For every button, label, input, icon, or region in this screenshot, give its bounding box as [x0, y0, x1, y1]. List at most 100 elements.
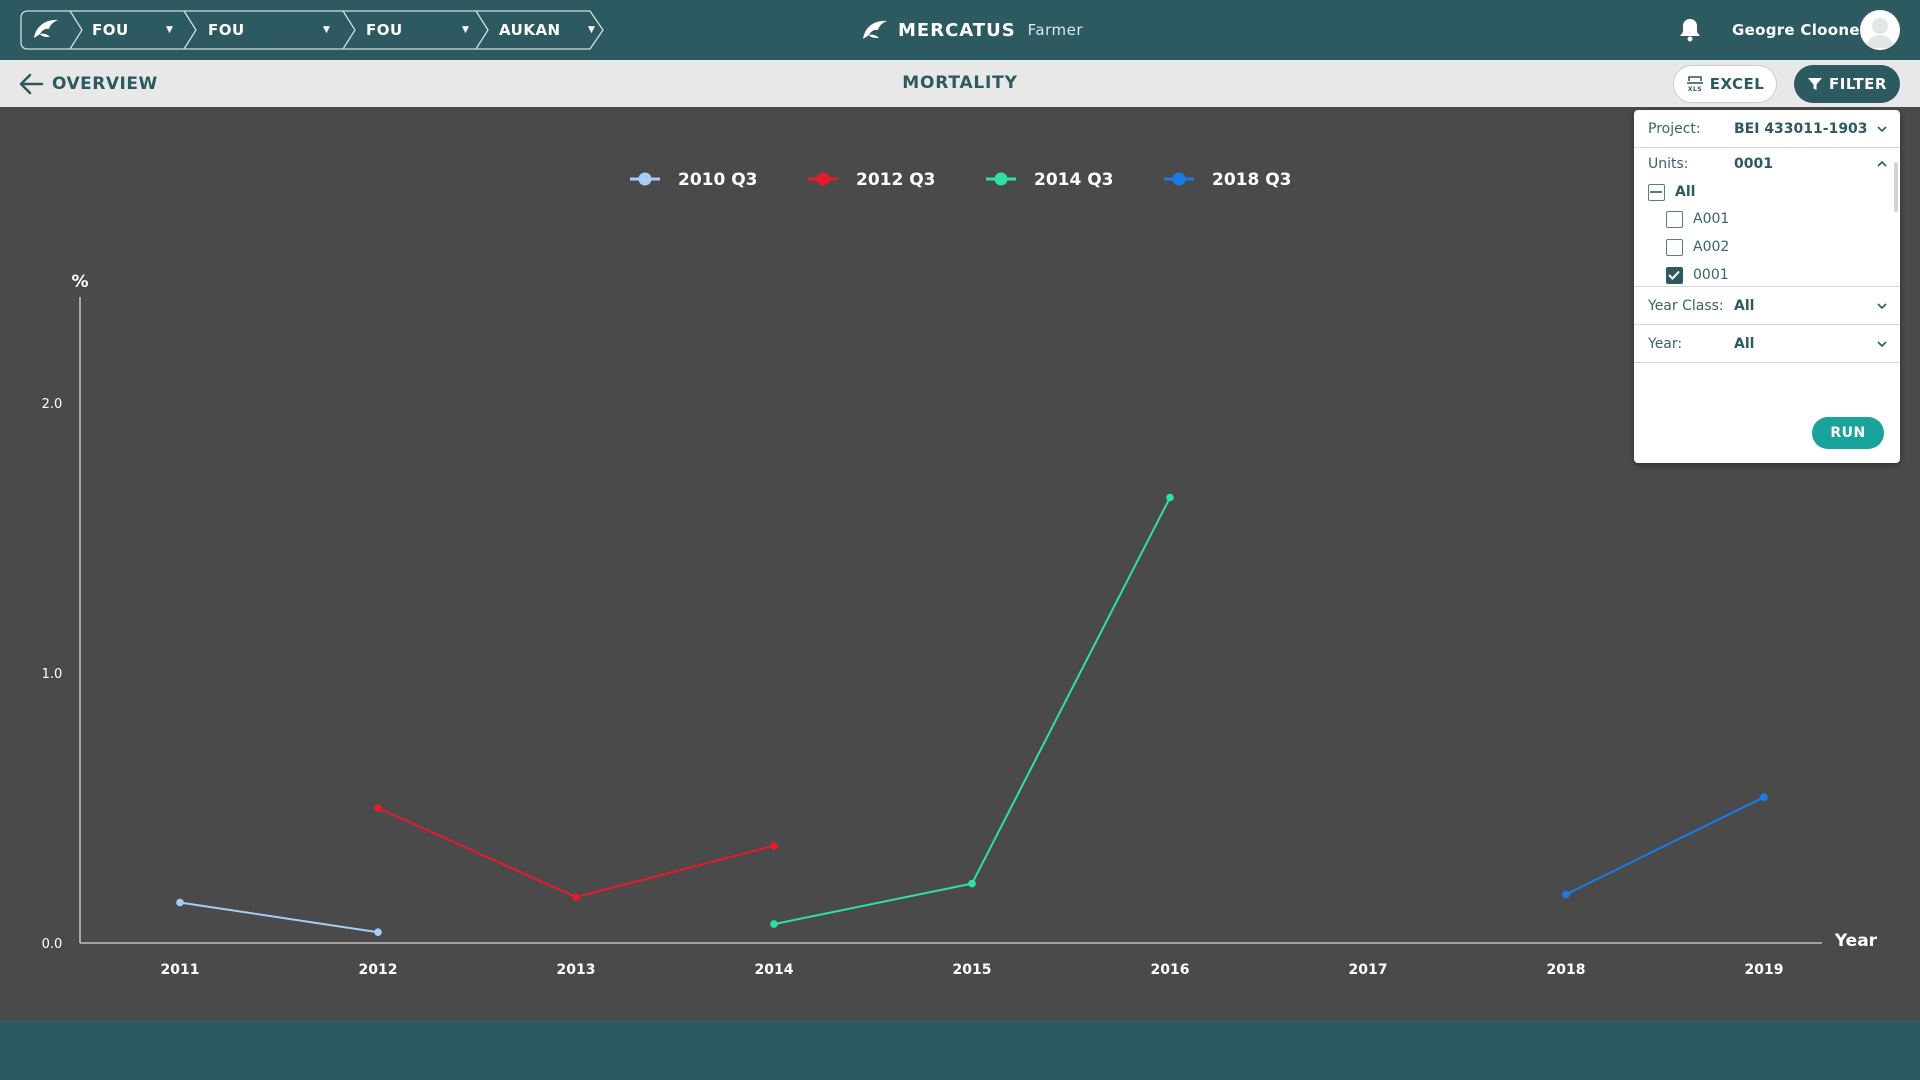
series-line: [773, 497, 1171, 926]
bell-icon[interactable]: [1678, 17, 1702, 43]
data-point: [374, 804, 382, 812]
unit-option-a002[interactable]: A002: [1666, 236, 1729, 258]
x-tick-label: 2018: [1547, 962, 1586, 978]
arrow-left-icon: [19, 73, 44, 94]
data-point: [176, 898, 184, 907]
legend-item: 2012 Q3: [856, 170, 936, 190]
breadcrumb-item-fou[interactable]: FOU: [92, 21, 129, 39]
data-point: [770, 842, 778, 850]
breadcrumb-outline: [20, 10, 604, 50]
top-bar: FOU ▼ FOU MID ▼ FOU MORE ▼ AUKAN ▼ MERCA…: [0, 0, 1920, 79]
chart-canvas: % Year 0.0 1.0 2.0 2011 2012 2013 2014 2015 2016 20…: [42, 170, 1878, 978]
units-list: All A001 A002 0001: [1634, 179, 1900, 287]
filter-button[interactable]: FILTER: [1794, 65, 1900, 103]
filter-panel: Project: BEI 433011-1903 Units: 0001 All…: [1634, 110, 1900, 463]
unit-option-label: 0001: [1693, 267, 1729, 283]
sub-header: OVERVIEW MORTALITY XLS EXCEL FILTER: [0, 60, 1920, 107]
brand-title: MERCATUS: [898, 19, 1016, 41]
panel-scrollbar[interactable]: [1894, 162, 1898, 212]
data-point: [1166, 493, 1174, 502]
y-tick-label: 2.0: [42, 397, 63, 412]
breadcrumb-item-fou-more[interactable]: FOU MORE: [366, 21, 417, 79]
checkbox-icon[interactable]: [1666, 238, 1683, 256]
breadcrumb-item-fou-mid[interactable]: FOU MID: [208, 21, 245, 79]
data-point: [1562, 890, 1570, 899]
x-tick-label: 2011: [161, 962, 200, 978]
units-select[interactable]: Units: 0001: [1634, 149, 1900, 179]
chevron-down-icon: [1877, 341, 1887, 348]
fish-logo-icon: [34, 19, 58, 38]
unit-option-0001[interactable]: 0001: [1666, 264, 1729, 286]
year-class-select[interactable]: Year Class: All: [1634, 287, 1900, 325]
data-point: [1760, 793, 1768, 801]
data-point: [374, 928, 382, 936]
x-tick-label: 2015: [953, 962, 992, 978]
project-select[interactable]: Project: BEI 433011-1903: [1634, 110, 1900, 148]
year-class-value: All: [1734, 298, 1755, 314]
legend-swatch-dot: [1172, 172, 1186, 186]
checkbox-checked-icon[interactable]: [1666, 266, 1683, 284]
y-tick-label: 0.0: [42, 937, 63, 952]
data-point: [968, 879, 976, 888]
year-value: All: [1734, 336, 1755, 352]
legend-item: 2014 Q3: [1034, 170, 1114, 190]
breadcrumb-item-aukan[interactable]: AUKAN: [499, 21, 561, 39]
excel-label: EXCEL: [1709, 75, 1765, 93]
chevron-up-icon: [1877, 160, 1887, 167]
x-tick-label: 2019: [1745, 962, 1784, 978]
series-line: [179, 901, 379, 934]
fish-logo-icon: [863, 20, 887, 39]
data-point: [770, 920, 778, 928]
x-tick-label: 2014: [755, 962, 794, 978]
x-axis-label: Year: [1834, 931, 1878, 951]
unit-option-label: All: [1675, 184, 1696, 200]
footer-bar: [0, 1020, 1920, 1080]
unit-option-label: A001: [1693, 211, 1730, 227]
excel-export-icon: XLS: [1686, 76, 1703, 93]
data-point: [572, 893, 580, 901]
unit-option-all[interactable]: All: [1648, 181, 1695, 203]
chevron-down-icon[interactable]: ▼: [323, 25, 330, 35]
user-name[interactable]: Geogre Clooney: [1732, 21, 1870, 39]
series-line: [377, 807, 775, 899]
y-tick-label: 1.0: [42, 667, 63, 682]
series-line: [1565, 796, 1765, 896]
year-label: Year:: [1648, 336, 1683, 352]
checkbox-indeterminate-icon[interactable]: [1648, 183, 1665, 201]
checkbox-icon[interactable]: [1666, 210, 1683, 228]
run-button[interactable]: RUN: [1812, 417, 1884, 449]
chevron-down-icon[interactable]: ▼: [462, 25, 469, 35]
chevron-down-icon[interactable]: ▼: [588, 25, 595, 35]
back-button[interactable]: OVERVIEW: [18, 60, 158, 107]
x-tick-label: 2012: [359, 962, 398, 978]
x-tick-label: 2016: [1151, 962, 1190, 978]
project-value: BEI 433011-1903: [1734, 121, 1868, 137]
page-title: MORTALITY: [902, 73, 1018, 93]
legend-swatch-dot: [994, 172, 1008, 186]
y-axis-label: %: [71, 272, 88, 292]
user-avatar-icon: [1866, 18, 1894, 48]
chevron-down-icon: [1877, 126, 1887, 133]
legend-swatch-dot: [816, 172, 830, 186]
brand-subtitle: Farmer: [1027, 21, 1084, 39]
x-tick-label: 2017: [1349, 962, 1388, 978]
x-tick-label: 2013: [557, 962, 596, 978]
chevron-down-icon[interactable]: ▼: [166, 25, 173, 35]
project-label: Project:: [1648, 121, 1701, 137]
chevron-down-icon: [1877, 303, 1887, 310]
brand: MERCATUS Farmer: [860, 12, 1083, 48]
units-value: 0001: [1734, 156, 1773, 172]
mortality-chart: % Year 0.0 1.0 2.0 2011 2012 2013 2014 2015 2016 20…: [0, 107, 1920, 1020]
svg-text:XLS: XLS: [1688, 86, 1702, 93]
back-label: OVERVIEW: [52, 73, 158, 94]
unit-option-a001[interactable]: A001: [1666, 208, 1729, 230]
filter-icon: [1808, 78, 1823, 90]
legend-item: 2010 Q3: [678, 170, 758, 190]
avatar[interactable]: [1860, 10, 1900, 50]
year-select[interactable]: Year: All: [1634, 325, 1900, 363]
units-label: Units:: [1648, 156, 1689, 172]
legend-item: 2018 Q3: [1212, 170, 1292, 190]
excel-button[interactable]: XLS EXCEL: [1673, 65, 1777, 103]
legend-swatch-dot: [638, 172, 652, 186]
year-class-label: Year Class:: [1648, 298, 1724, 314]
